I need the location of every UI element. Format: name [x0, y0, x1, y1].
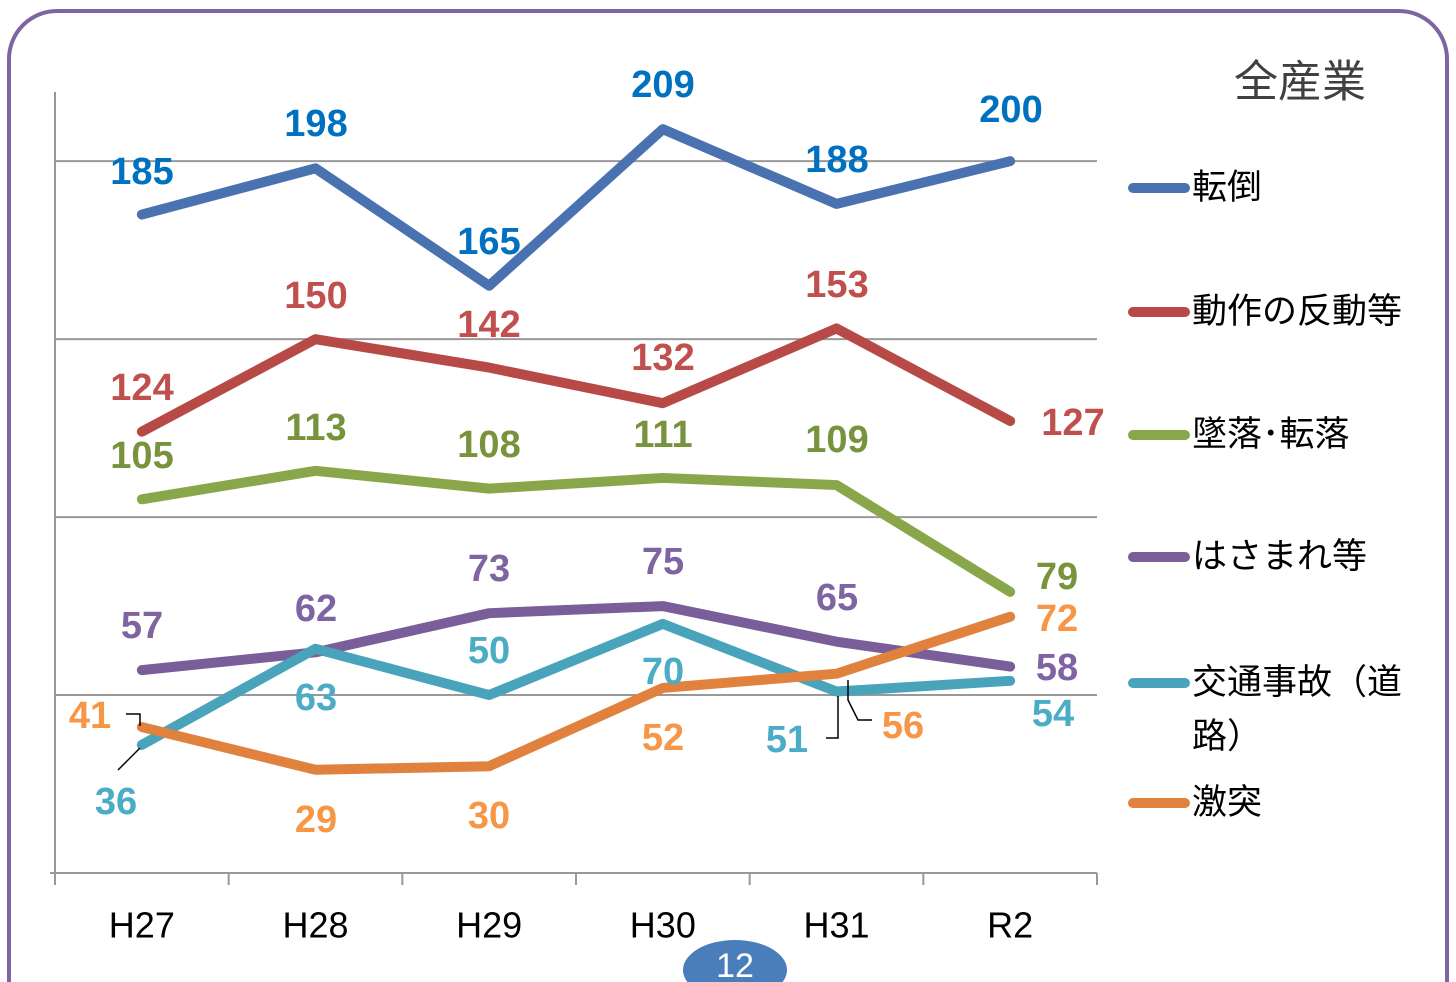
data-label: 50: [468, 630, 510, 672]
data-label: 142: [457, 304, 520, 346]
data-label: 209: [631, 64, 694, 106]
series-line: [136, 465, 1016, 597]
data-label: 54: [1032, 693, 1074, 735]
series-line: [136, 611, 1016, 775]
data-label: 109: [805, 419, 868, 461]
x-tick-label: R2: [987, 905, 1033, 946]
data-label: 72: [1036, 598, 1078, 640]
legend-label: はさまれ等: [1192, 537, 1368, 577]
legend-swatch: [1128, 678, 1190, 688]
series-line: [136, 618, 1016, 750]
data-label: 108: [457, 424, 520, 466]
leader-line: [117, 747, 141, 771]
legend-label: 激突: [1192, 783, 1263, 823]
x-tick-label: H31: [803, 905, 869, 946]
data-label: 62: [295, 588, 337, 630]
data-label: 56: [882, 705, 924, 747]
data-label: 153: [805, 264, 868, 306]
data-label: 30: [468, 795, 510, 837]
series-line: [136, 601, 1016, 676]
legend-label: 交通事故（道路）: [1192, 663, 1403, 757]
legend-swatch: [1128, 552, 1190, 562]
x-tick-label: H29: [456, 905, 522, 946]
leader-line: [126, 713, 141, 726]
x-tick-label: H28: [282, 905, 348, 946]
data-label: 58: [1036, 647, 1078, 689]
data-label: 111: [633, 414, 692, 456]
data-label: 124: [110, 367, 173, 409]
page-badge: [683, 940, 787, 982]
data-label: 188: [805, 139, 868, 181]
legend-swatch: [1128, 430, 1190, 440]
x-ticks: H27 H28 H29 H30 H31 R2: [54, 873, 1098, 946]
data-label: 105: [110, 435, 173, 477]
leader-lines: [117, 680, 872, 771]
legend-swatch: [1128, 183, 1190, 193]
legend-label: 墜落･転落: [1192, 415, 1350, 455]
data-labels: 185 198 165 209 188 200 124 150 142 132 153 127 105 1…: [69, 64, 1105, 841]
data-label: 51: [766, 719, 808, 761]
data-label: 75: [642, 541, 684, 583]
data-label: 127: [1041, 402, 1104, 444]
x-tick-label: H30: [630, 905, 696, 946]
legend-label: 転倒: [1192, 168, 1263, 208]
data-label: 52: [642, 717, 684, 759]
frame: [7, 9, 1449, 982]
leader-line: [826, 696, 839, 739]
data-label: 63: [295, 677, 337, 719]
data-label: 165: [457, 221, 520, 263]
data-label: 113: [285, 407, 346, 449]
data-label: 36: [95, 781, 137, 823]
series-line: [136, 124, 1016, 291]
data-label: 185: [110, 151, 173, 193]
data-label: 41: [69, 695, 111, 737]
page-number: 12: [716, 947, 754, 982]
data-label: 200: [979, 89, 1042, 131]
x-tick-label: H27: [109, 905, 175, 946]
legend-swatch: [1128, 798, 1190, 808]
data-label: 73: [468, 548, 510, 590]
series-line: [136, 323, 1016, 437]
data-label: 150: [284, 275, 347, 317]
data-label: 29: [295, 799, 337, 841]
grid: [55, 160, 1097, 697]
chart-title: 全産業: [1234, 57, 1366, 108]
data-label: 198: [284, 103, 347, 145]
data-label: 70: [642, 651, 684, 693]
lines: [136, 124, 1016, 775]
legend-swatch: [1128, 307, 1190, 317]
data-label: 79: [1036, 556, 1078, 598]
leader-line: [847, 680, 872, 721]
legend-label: 動作の反動等: [1192, 292, 1403, 332]
data-label: 65: [816, 577, 858, 619]
data-label: 57: [121, 605, 163, 647]
data-label: 132: [631, 337, 694, 379]
